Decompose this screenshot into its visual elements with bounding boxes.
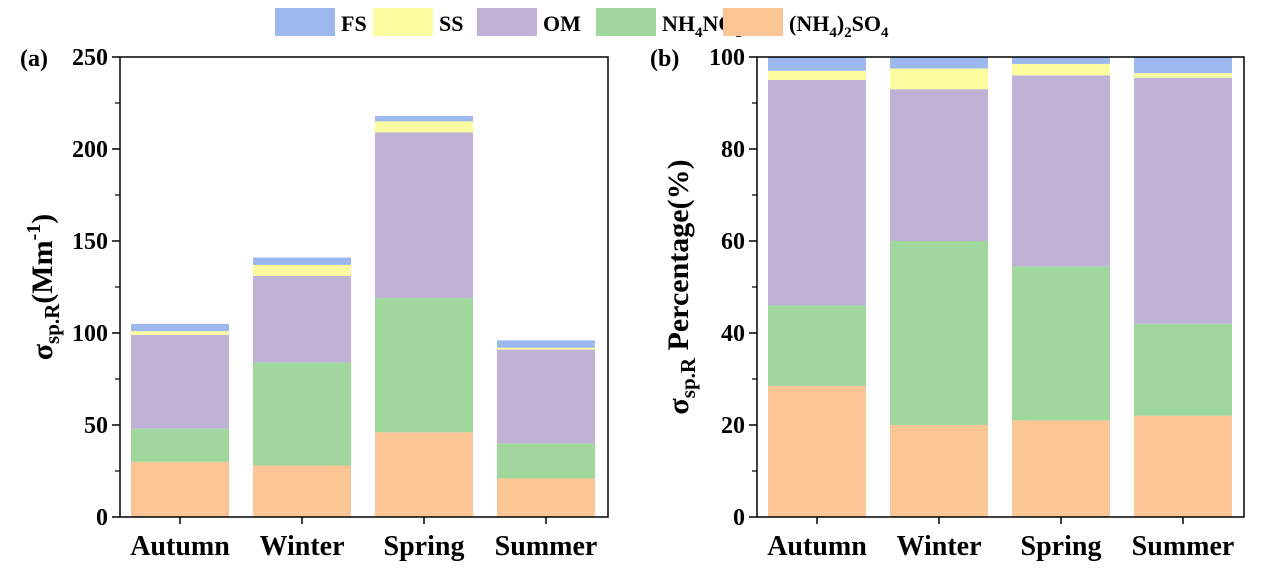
bar-summer-fs [1134,57,1232,74]
y-axis-label: σsp.R Percentage(%) [662,159,700,414]
y-tick-label: 80 [721,137,745,163]
y-tick-label: 150 [72,229,108,255]
bar-summer-nh42so4 [1134,415,1232,517]
panel-label: (b) [650,46,679,72]
bar-summer-fs [497,340,595,348]
bar-winter-om [890,89,988,241]
bar-autumn-nh4no3 [131,428,229,462]
bar-autumn-nh4no3 [768,305,866,386]
bar-spring-nh4no3 [1012,266,1110,421]
category-label-summer: Summer [495,531,598,562]
y-tick-label: 100 [72,321,108,347]
bar-spring-nh42so4 [1012,420,1110,517]
legend-item-fs: FS [275,8,367,36]
y-axis-label: σsp.R(Mm-1) [23,214,64,361]
y-tick-label: 250 [72,45,108,71]
bar-winter-ss [890,68,988,90]
legend-swatch [373,8,433,36]
panel-label: (a) [20,46,48,72]
y-tick-label: 50 [84,413,108,439]
category-label-winter: Winter [259,531,344,562]
legend-label: SS [439,11,463,36]
bar-spring-ss [375,121,473,133]
legend: FS SS OM NH4NO3 (NH4)2SO4 [275,8,889,41]
bar-autumn-ss [768,70,866,80]
bar-spring-nh4no3 [375,298,473,433]
bar-autumn-nh42so4 [131,461,229,517]
bar-winter-ss [253,264,351,276]
bar-autumn-om [768,80,866,306]
category-label-summer: Summer [1132,531,1235,562]
bar-winter-fs [253,257,351,265]
bar-spring-fs [375,115,473,122]
bar-summer-nh4no3 [497,443,595,479]
bar-summer-om [1134,77,1232,324]
legend-label: FS [341,11,367,36]
panel-b: 0 20 40 60 80 100 Autumn Winter Spring Summer (b) σ… [650,45,1245,562]
y-tick-label: 20 [721,413,745,439]
bar-autumn-nh42so4 [768,385,866,517]
legend-item-ss: SS [373,8,463,36]
bar-winter-om [253,275,351,363]
category-label-spring: Spring [1021,531,1102,562]
y-tick-label: 40 [721,321,745,347]
legend-item-nh4no3: NH4NO3 [596,8,743,41]
legend-label: (NH4)2SO4 [789,11,889,41]
y-tick-label: 0 [96,505,108,531]
bars [768,57,1232,517]
bar-spring-fs [1012,57,1110,64]
category-label-autumn: Autumn [130,531,230,562]
bar-spring-om [375,132,473,299]
bar-winter-nh4no3 [253,362,351,466]
legend-item-om: OM [477,8,581,36]
bar-winter-nh42so4 [890,425,988,517]
bar-autumn-fs [768,57,866,71]
bar-spring-om [1012,75,1110,267]
bar-summer-nh4no3 [1134,323,1232,416]
y-tick-label: 100 [709,45,745,71]
bar-autumn-om [131,334,229,429]
category-label-spring: Spring [384,531,465,562]
bar-autumn-fs [131,323,229,332]
bar-summer-ss [497,347,595,350]
category-label-winter: Winter [896,531,981,562]
bar-summer-om [497,349,595,444]
legend-swatch [275,8,335,36]
bar-summer-nh42so4 [497,478,595,517]
bars [131,115,595,517]
bar-winter-nh42so4 [253,465,351,517]
y-tick-label: 200 [72,137,108,163]
bar-autumn-ss [131,331,229,335]
bar-spring-ss [1012,63,1110,76]
legend-swatch [596,8,656,36]
bar-winter-nh4no3 [890,241,988,425]
category-label-autumn: Autumn [767,531,867,562]
legend-swatch [477,8,537,36]
legend-label: OM [543,11,581,36]
legend-item-nh42so4: (NH4)2SO4 [723,8,889,41]
bar-spring-nh42so4 [375,432,473,517]
y-tick-label: 0 [733,505,745,531]
legend-swatch [723,8,783,36]
panel-a: 0 50 100 150 200 250 Autumn Winter Spring Summer (… [20,45,609,562]
bar-winter-fs [890,57,988,69]
y-tick-label: 60 [721,229,745,255]
bar-summer-ss [1134,73,1232,78]
